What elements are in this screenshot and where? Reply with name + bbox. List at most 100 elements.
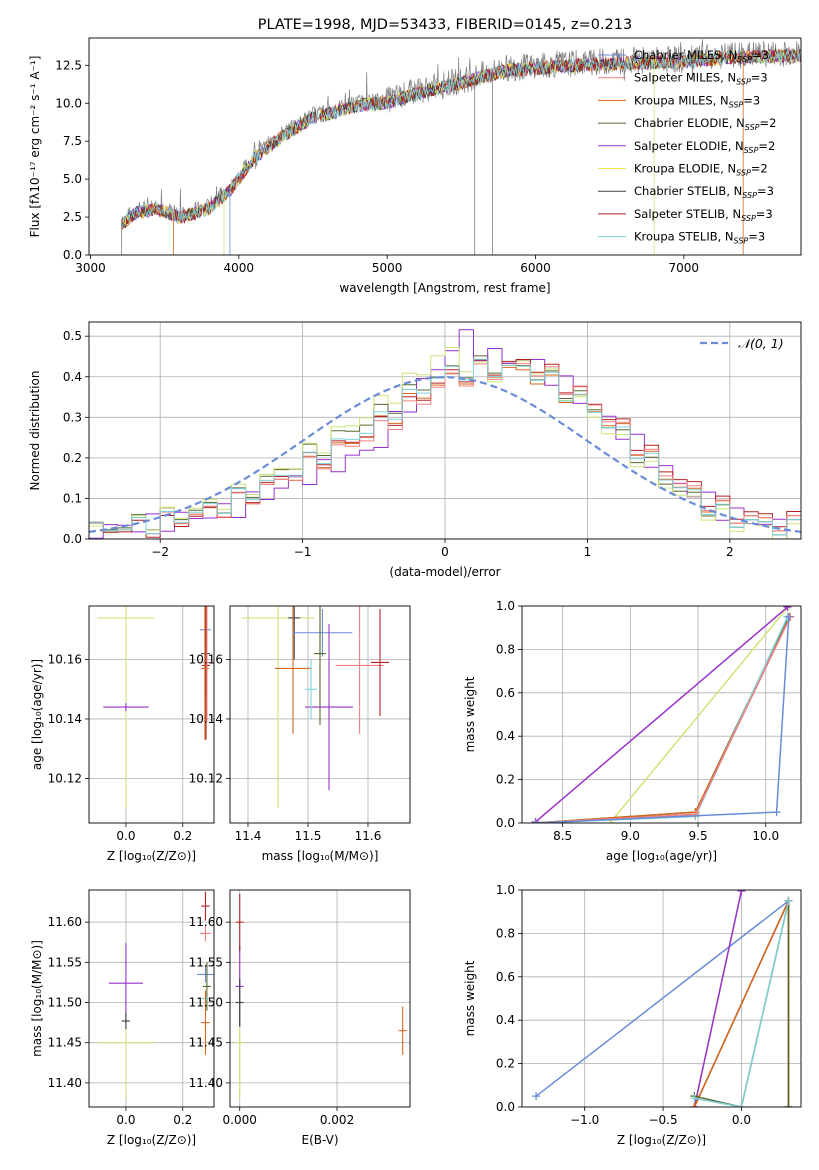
- y-tick-label: 0.1: [63, 491, 82, 505]
- data-point: [398, 1006, 407, 1055]
- y-tick-label: 2.5: [63, 210, 82, 224]
- y-tick-label: 11.40: [48, 1076, 82, 1090]
- weight-marker: [772, 808, 781, 817]
- panel-mass_vs_ebv: 0.000 0.002 11.40 11.45 11.50 11.55 11.60 E(B-V…: [189, 889, 411, 1147]
- x-axis-label: Z [log₁₀(Z/Z⊙)]: [617, 1133, 706, 1147]
- panel-weight_vs_age: 8.5 9.0 9.5 10.0 0.0 0.2 0.4 0.6 0.8 1.0 age [log₁…: [463, 599, 802, 863]
- x-axis-label: Z [log₁₀(Z/Z⊙)]: [107, 849, 196, 863]
- x-tick-label: 11.4: [235, 829, 262, 843]
- axes-frame: [229, 889, 411, 1108]
- x-tick-label: 0.0: [116, 829, 135, 843]
- y-tick-label: 10.14: [189, 712, 223, 726]
- x-tick-label: 0.002: [320, 1113, 354, 1127]
- legend-label: 𝒩(0, 1): [738, 336, 784, 351]
- y-tick-label: 0.6: [496, 970, 515, 984]
- panel-spectrum: 3000 4000 5000 6000 7000 0.0 2.5 5.0 7.5 10.0 12.5…: [28, 17, 802, 295]
- y-axis-label: Normed distribution: [28, 371, 42, 491]
- histogram-step: [89, 358, 801, 536]
- x-axis-label: (data-model)/error: [389, 565, 500, 579]
- model-spectrum-line: [121, 48, 801, 228]
- y-tick-label: 0.0: [63, 532, 82, 546]
- x-tick-label: 0.0: [116, 1113, 135, 1127]
- legend-label: Salpeter MILES, NSSP=3: [634, 71, 768, 87]
- x-tick-label: 8.5: [553, 829, 572, 843]
- data-point: [292, 608, 353, 657]
- axes-frame: [88, 37, 802, 256]
- x-tick-label: 2: [726, 545, 734, 559]
- data-point: [199, 925, 212, 942]
- y-axis-label: mass weight: [463, 960, 477, 1036]
- data-point: [202, 606, 211, 722]
- panel-age_vs_z: 0.0 0.2 10.12 10.14 10.16 Z [log₁₀(Z/Z⊙)] age …: [30, 605, 215, 863]
- y-tick-label: 0.5: [63, 329, 82, 343]
- x-tick-label: −1.0: [570, 1113, 599, 1127]
- plot-area: [89, 606, 214, 823]
- data-point: [103, 703, 149, 712]
- legend: 𝒩(0, 1): [700, 336, 784, 351]
- weight-line: [535, 900, 789, 1097]
- y-tick-label: 11.50: [48, 996, 82, 1010]
- weight-marker: [690, 1103, 699, 1107]
- axes-frame: [229, 605, 411, 824]
- data-point: [121, 1012, 131, 1030]
- x-tick-label: 5000: [372, 261, 403, 275]
- weight-line: [535, 616, 791, 823]
- data-point: [108, 943, 143, 1024]
- legend-label: Kroupa STELIB, NSSP=3: [634, 230, 765, 246]
- data-point: [201, 608, 210, 699]
- weight-line: [693, 890, 743, 1107]
- x-axis-label: E(B-V): [301, 1133, 338, 1147]
- panel-mass_vs_z: 0.0 0.2 11.40 11.45 11.50 11.55 11.60 Z [log₁₀(…: [30, 889, 215, 1147]
- y-tick-label: 1.0: [496, 883, 515, 897]
- histogram-step: [89, 363, 801, 535]
- data-point: [305, 623, 353, 791]
- plot-area: [522, 890, 801, 1107]
- data-point: [97, 606, 155, 809]
- axes-frame: [88, 889, 215, 1108]
- y-tick-label: 0.4: [496, 729, 515, 743]
- gaussian-curve: [89, 376, 801, 533]
- weight-line: [535, 616, 790, 823]
- data-point: [202, 962, 211, 1011]
- weight-marker: [784, 896, 793, 905]
- y-tick-label: 0.0: [63, 248, 82, 262]
- x-axis-label: wavelength [Angstrom, rest frame]: [339, 281, 550, 295]
- y-tick-label: 11.45: [48, 1036, 82, 1050]
- y-tick-label: 0.2: [63, 451, 82, 465]
- legend: Chabrier MILES, NSSP=3 Salpeter MILES, NS…: [598, 48, 776, 246]
- axes-frame: [521, 605, 802, 824]
- data-point: [314, 606, 326, 725]
- y-tick-label: 11.40: [189, 1076, 223, 1090]
- data-point: [235, 894, 244, 951]
- x-tick-label: 0.2: [173, 829, 192, 843]
- plot-area: [522, 606, 801, 823]
- weight-line: [535, 616, 791, 823]
- plot-area: [230, 606, 410, 823]
- x-tick-label: 10.0: [752, 829, 779, 843]
- y-tick-label: 0.4: [496, 1013, 515, 1027]
- weight-marker: [784, 612, 793, 621]
- data-point: [371, 608, 389, 716]
- panel-age_vs_mass: 11.4 11.5 11.6 10.12 10.14 10.16 mass [log₁₀(M…: [189, 605, 411, 863]
- x-tick-label: 11.6: [355, 829, 382, 843]
- data-point: [288, 606, 301, 660]
- plot-area: [89, 322, 801, 539]
- weight-marker: [532, 1092, 541, 1101]
- legend-label: Salpeter ELODIE, NSSP=2: [634, 139, 775, 155]
- x-axis-label: Z [log₁₀(Z/Z⊙)]: [107, 1133, 196, 1147]
- y-tick-label: 7.5: [63, 134, 82, 148]
- x-tick-label: 1: [584, 545, 592, 559]
- x-tick-label: 7000: [669, 261, 700, 275]
- x-tick-label: 0.0: [732, 1113, 751, 1127]
- y-tick-label: 12.5: [55, 58, 82, 72]
- weight-line: [694, 900, 790, 1107]
- chart-title: PLATE=1998, MJD=53433, FIBERID=0145, z=0…: [258, 17, 632, 33]
- weight-marker: [784, 1103, 793, 1107]
- data-point: [305, 659, 317, 719]
- x-tick-label: −2: [151, 545, 169, 559]
- axes-frame: [88, 605, 215, 824]
- plot-area: [89, 890, 214, 1107]
- x-tick-label: 6000: [520, 261, 551, 275]
- y-axis-label: mass weight: [463, 676, 477, 752]
